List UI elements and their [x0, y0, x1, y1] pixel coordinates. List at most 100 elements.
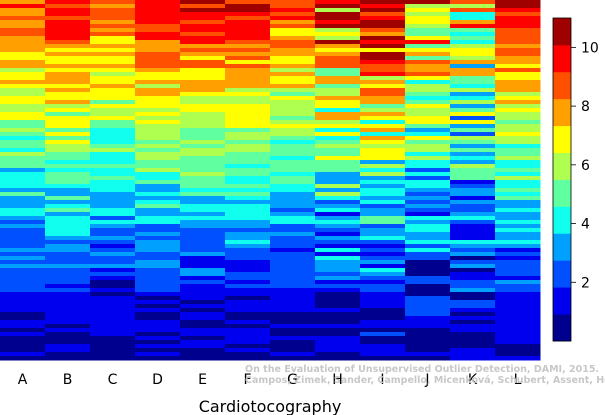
heatmap-cell — [450, 356, 496, 361]
heatmap-cell — [450, 152, 496, 157]
heatmap-cell — [495, 72, 541, 77]
heatmap-cell — [495, 156, 541, 161]
heatmap-cell — [0, 180, 46, 185]
heatmap-cell — [45, 268, 91, 273]
heatmap-cell — [90, 176, 136, 181]
heatmap-cell — [45, 188, 91, 193]
heatmap-cell — [45, 76, 91, 81]
heatmap-cell — [450, 108, 496, 113]
heatmap-cell — [315, 208, 361, 213]
heatmap-cell — [90, 160, 136, 165]
heatmap-cell — [45, 44, 91, 49]
heatmap-cell — [0, 68, 46, 73]
heatmap-cell — [315, 136, 361, 141]
heatmap-cell — [135, 132, 181, 137]
heatmap-cell — [135, 56, 181, 61]
heatmap-cell — [45, 216, 91, 221]
heatmap-cell — [45, 224, 91, 229]
heatmap-cell — [360, 204, 406, 209]
heatmap-cell — [450, 36, 496, 41]
heatmap-cell — [180, 260, 226, 265]
heatmap-cell — [135, 28, 181, 33]
heatmap-cell — [495, 4, 541, 9]
heatmap-cell — [450, 160, 496, 165]
heatmap-cell — [225, 32, 271, 37]
heatmap-cell — [405, 88, 451, 93]
heatmap-cell — [225, 172, 271, 177]
heatmap-cell — [495, 316, 541, 321]
x-tick-label: L — [514, 372, 522, 388]
heatmap-cell — [405, 92, 451, 97]
heatmap-cell — [45, 192, 91, 197]
heatmap-cell — [450, 288, 496, 293]
heatmap-cell — [360, 140, 406, 145]
heatmap-cell — [0, 340, 46, 345]
heatmap-cell — [270, 204, 316, 209]
colorbar-tick-label: 2 — [581, 275, 590, 291]
heatmap-cell — [495, 32, 541, 37]
heatmap-cell — [315, 348, 361, 353]
heatmap-cell — [495, 224, 541, 229]
heatmap-cell — [270, 340, 316, 345]
heatmap-cell — [450, 308, 496, 313]
heatmap-cell — [450, 28, 496, 33]
heatmap-cell — [450, 260, 496, 265]
heatmap-cell — [225, 24, 271, 29]
heatmap-cell — [315, 340, 361, 345]
heatmap-cell — [270, 288, 316, 293]
heatmap-cell — [450, 52, 496, 57]
heatmap-cell — [450, 292, 496, 297]
heatmap-cell — [90, 56, 136, 61]
heatmap-cell — [495, 260, 541, 265]
heatmap-cell — [0, 176, 46, 181]
heatmap-cell — [405, 324, 451, 329]
heatmap-cell — [180, 248, 226, 253]
heatmap-cell — [360, 300, 406, 305]
heatmap-cell — [45, 336, 91, 341]
heatmap-cell — [450, 20, 496, 25]
heatmap-cell — [450, 268, 496, 273]
heatmap-cell — [360, 220, 406, 225]
heatmap-cell — [0, 352, 46, 357]
heatmap-cell — [225, 104, 271, 109]
heatmap-cell — [495, 112, 541, 117]
heatmap-cell — [405, 152, 451, 157]
heatmap-cell — [135, 108, 181, 113]
heatmap-cell — [315, 200, 361, 205]
heatmap-cell — [270, 44, 316, 49]
heatmap-cell — [225, 268, 271, 273]
heatmap-cell — [405, 52, 451, 57]
heatmap-cell — [0, 332, 46, 337]
heatmap-cell — [0, 140, 46, 145]
heatmap-cell — [450, 116, 496, 121]
heatmap-cell — [180, 228, 226, 233]
heatmap-cell — [135, 84, 181, 89]
heatmap-cell — [180, 352, 226, 357]
heatmap-cell — [405, 308, 451, 313]
heatmap-cell — [315, 48, 361, 53]
heatmap-cell — [360, 248, 406, 253]
heatmap-cell — [90, 308, 136, 313]
heatmap-cell — [90, 164, 136, 169]
heatmap-cell — [225, 168, 271, 173]
heatmap-cell — [450, 0, 496, 5]
heatmap-cell — [405, 200, 451, 205]
heatmap-cell — [180, 188, 226, 193]
heatmap-cell — [270, 108, 316, 113]
heatmap-cell — [495, 28, 541, 33]
heatmap-cell — [495, 296, 541, 301]
heatmap-cell — [360, 148, 406, 153]
heatmap-cell — [360, 164, 406, 169]
heatmap-cell — [45, 152, 91, 157]
heatmap-cell — [90, 316, 136, 321]
heatmap-cell — [45, 72, 91, 77]
heatmap-cell — [225, 92, 271, 97]
heatmap-cell — [0, 84, 46, 89]
heatmap-cell — [0, 4, 46, 9]
heatmap-cell — [45, 20, 91, 25]
heatmap-cell — [45, 160, 91, 165]
heatmap-cell — [405, 120, 451, 125]
heatmap-cell — [270, 316, 316, 321]
colorbar-frame — [552, 17, 572, 342]
heatmap-cell — [450, 176, 496, 181]
